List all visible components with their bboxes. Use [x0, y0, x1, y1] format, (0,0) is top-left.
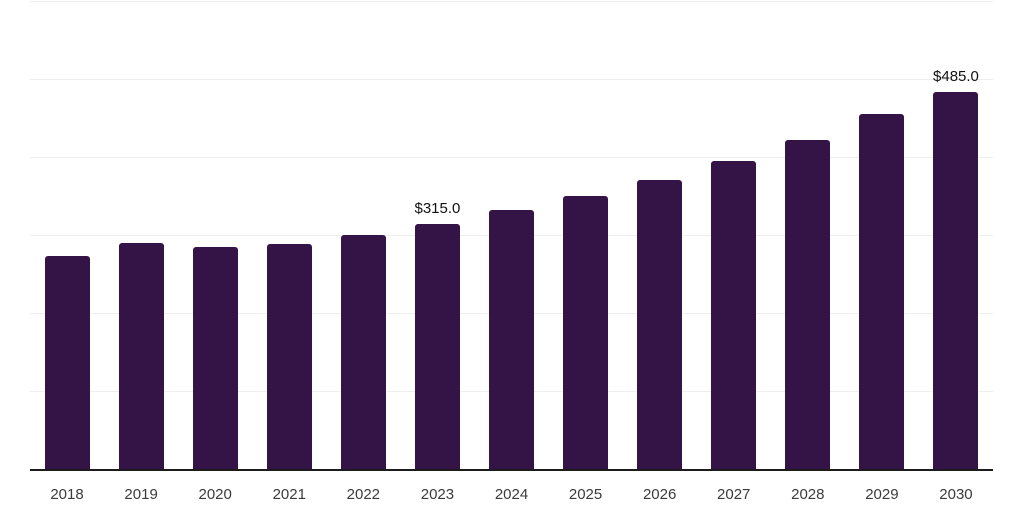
x-tick-label-2020: 2020 — [198, 486, 232, 503]
value-label-2023: $315.0 — [414, 200, 461, 218]
x-tick-label-2022: 2022 — [346, 486, 381, 503]
bar-2030 — [933, 91, 979, 470]
bar-2020 — [192, 246, 238, 470]
x-tick-label-2029: 2029 — [865, 486, 899, 503]
gridline-500 — [30, 79, 993, 80]
bar-2027 — [711, 161, 757, 470]
gridline-400 — [30, 157, 993, 158]
x-tick-label-2021: 2021 — [272, 486, 306, 503]
x-tick-label-2024: 2024 — [494, 486, 529, 503]
bar-2022 — [340, 235, 386, 470]
value-label-2030: $485.0 — [933, 67, 979, 85]
bar-2023 — [414, 224, 460, 470]
x-tick-label-2026: 2026 — [642, 486, 677, 503]
gridline-600 — [30, 1, 993, 2]
x-axis-line — [30, 469, 993, 471]
bar-2021 — [266, 243, 312, 470]
x-tick-label-2028: 2028 — [791, 486, 825, 503]
x-tick-label-2019: 2019 — [124, 486, 158, 503]
x-tick-label-2030: 2030 — [939, 486, 973, 503]
bar-2026 — [637, 179, 683, 470]
x-tick-label-2027: 2027 — [717, 486, 751, 503]
bar-2025 — [563, 196, 609, 470]
x-tick-label-2023: 2023 — [420, 486, 455, 503]
x-tick-label-2025: 2025 — [568, 486, 603, 503]
bar-2019 — [118, 243, 164, 470]
bar-2024 — [489, 210, 534, 470]
bar-2029 — [859, 113, 905, 470]
bar-2018 — [44, 256, 90, 470]
bar-2028 — [785, 140, 831, 470]
x-tick-label-2018: 2018 — [50, 486, 84, 503]
